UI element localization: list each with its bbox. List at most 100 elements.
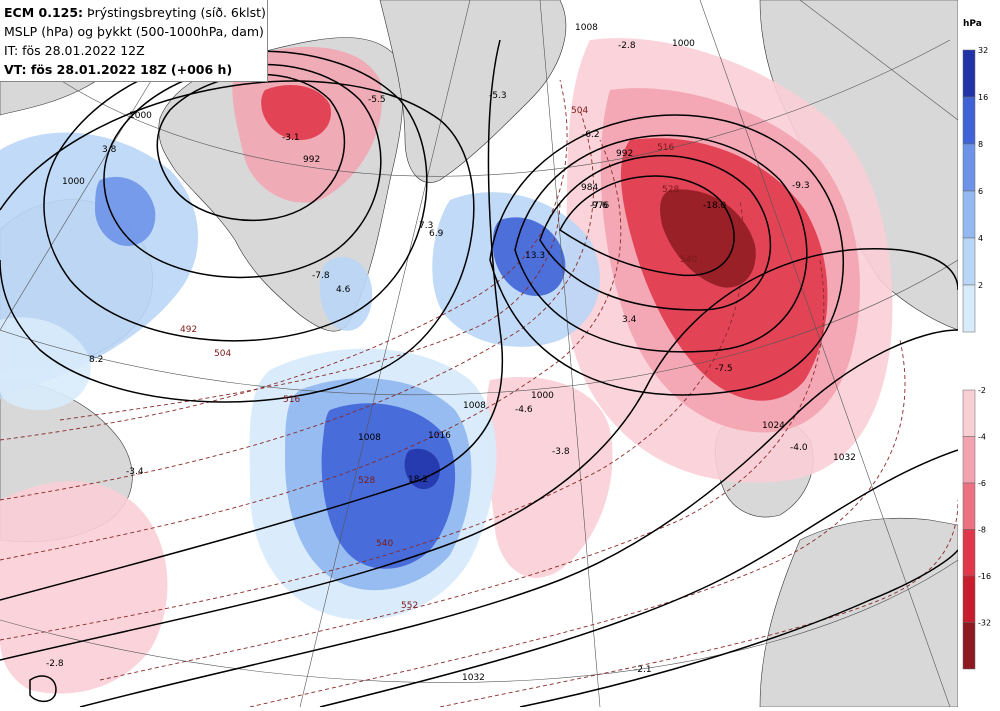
tendency-label: 3.4 (622, 315, 637, 325)
colorbar-tick-label: -6 (978, 479, 986, 488)
isobar-label: 992 (303, 155, 320, 165)
fall-colorbar: -2 -4 -6 -8 -16 -32 (962, 386, 991, 670)
isobar-label: 1016 (428, 431, 451, 441)
isobar-label: 984 (581, 183, 598, 193)
rise-baffin-core (95, 176, 156, 246)
rise-denmark-strait (319, 256, 373, 331)
thickness-label: 528 (358, 476, 375, 486)
rise-atlantic-16 (404, 448, 440, 490)
tendency-label: -4.0 (790, 443, 808, 453)
isobar-label: 1000 (129, 111, 152, 121)
tendency-rise-shading (0, 132, 600, 620)
tendency-label: -3.4 (126, 467, 144, 477)
map-canvas: 1008 1000 992 984 976 1000 1008 1016 102… (0, 0, 958, 707)
weather-map[interactable]: 1008 1000 992 984 976 1000 1008 1016 102… (0, 0, 958, 707)
colorbar-swatch (962, 529, 976, 577)
colorbar-swatch (962, 96, 976, 145)
thickness-labels: 504 516 528 540 492 504 516 528 540 552 (180, 106, 697, 611)
isobar-label: 1032 (833, 453, 856, 463)
title-line-model: ECM 0.125: Þrýstingsbreyting (síð. 6klst… (4, 3, 267, 22)
tendency-label: 7.3 (419, 221, 433, 231)
thickness-label: 552 (401, 601, 418, 611)
colorbar-tick-label: -8 (978, 526, 986, 535)
thickness-contours (0, 79, 958, 707)
arctic-islands-land (379, 0, 567, 183)
colorbar-swatch (962, 482, 976, 530)
tendency-label: -7.5 (715, 364, 733, 374)
tendency-label: -5.3 (489, 91, 507, 101)
graticule (0, 0, 958, 707)
thickness-label: 516 (657, 143, 674, 153)
colorbar-swatch (962, 436, 976, 484)
colorbar-tick-label: 16 (978, 93, 988, 102)
colorbar-canvas: hPa 32 16 8 6 4 2 -2 -4 -6 -8 -16 -32 (962, 19, 991, 670)
tendency-label: 18.2 (408, 475, 428, 485)
thickness-label: 504 (571, 106, 588, 116)
fall-greenland-core (261, 85, 331, 140)
isobar-label: 1000 (531, 391, 554, 401)
fall-band-16 (660, 189, 756, 288)
isobar-label: 992 (616, 149, 633, 159)
colorbar-unit: hPa (963, 19, 982, 29)
colorbar-swatch (962, 190, 976, 239)
tendency-labels: -2.8 -5.3 -5.5 -3.1 3.8 -6.2 -7.6 -18.0 … (46, 41, 810, 675)
thickness-label: 516 (283, 395, 300, 405)
fall-atlantic (485, 377, 613, 578)
title-box: ECM 0.125: Þrýstingsbreyting (síð. 6klst… (0, 0, 268, 82)
tendency-label: 3.8 (102, 145, 117, 155)
thickness-label: 492 (180, 325, 197, 335)
colorbar-tick-label: -2 (978, 386, 986, 395)
isobar-label: 1008 (463, 401, 486, 411)
colorbar-swatch (962, 622, 976, 670)
tendency-label: -5.5 (368, 95, 386, 105)
tendency-label: -2.1 (634, 665, 652, 675)
colorbar-swatch (962, 237, 976, 286)
product-name: Þrýstingsbreyting (síð. 6klst) (87, 5, 266, 20)
title-line-fields: MSLP (hPa) og þykkt (500-1000hPa, dam) (4, 24, 264, 39)
isobar-label: 1032 (462, 673, 485, 683)
rise-colorbar: 32 16 8 6 4 2 (962, 46, 988, 333)
isobar-label: 1008 (575, 23, 598, 33)
colorbar-tick-label: 4 (978, 234, 983, 243)
tendency-label: -3.8 (552, 447, 570, 457)
tendency-label: -4.6 (515, 405, 533, 415)
rise-west (0, 317, 91, 410)
colorbar-legend: hPa 32 16 8 6 4 2 -2 -4 -6 -8 -16 -32 (958, 0, 1000, 707)
colorbar-tick-label: 2 (978, 281, 983, 290)
tendency-label: -2.8 (618, 41, 636, 51)
colorbar-tick-label: 8 (978, 140, 983, 149)
colorbar-tick-label: 32 (978, 46, 988, 55)
colorbar-tick-label: -32 (978, 619, 991, 628)
tendency-label: 13.3 (525, 251, 545, 261)
isobar-labels: 1008 1000 992 984 976 1000 1008 1016 102… (62, 23, 856, 683)
colorbar-swatch (962, 143, 976, 192)
colorbar-tick-label: -4 (978, 433, 986, 442)
tendency-label: -18.0 (703, 201, 727, 211)
thickness-label: 540 (376, 539, 393, 549)
tendency-label: 8.2 (89, 355, 103, 365)
colorbar-swatch (962, 49, 976, 98)
tendency-label: -2.8 (46, 659, 64, 669)
thickness-label: 504 (214, 349, 231, 359)
fall-labrador (0, 481, 168, 694)
isobar-label: 976 (592, 201, 609, 211)
isobar-label: 1000 (672, 39, 695, 49)
colorbar-swatch (962, 284, 976, 333)
tendency-label: 6.9 (429, 229, 444, 239)
isobars (0, 39, 958, 707)
isobar-label: 1024 (762, 421, 785, 431)
tendency-label: -3.1 (282, 133, 300, 143)
tendency-label: 4.6 (336, 285, 351, 295)
colorbar-swatch (962, 389, 976, 437)
tendency-label: -7.8 (312, 271, 330, 281)
colorbar-tick-label: 6 (978, 187, 983, 196)
colorbar-tick-label: -16 (978, 572, 991, 581)
tendency-label: -7.6 (590, 201, 608, 211)
model-name: ECM 0.125: (4, 5, 84, 20)
thickness-label: 540 (680, 255, 697, 265)
tendency-label: -6.2 (582, 130, 600, 140)
tendency-fall-shading (0, 38, 893, 694)
europe-land (759, 517, 958, 707)
thickness-label: 528 (662, 185, 679, 195)
